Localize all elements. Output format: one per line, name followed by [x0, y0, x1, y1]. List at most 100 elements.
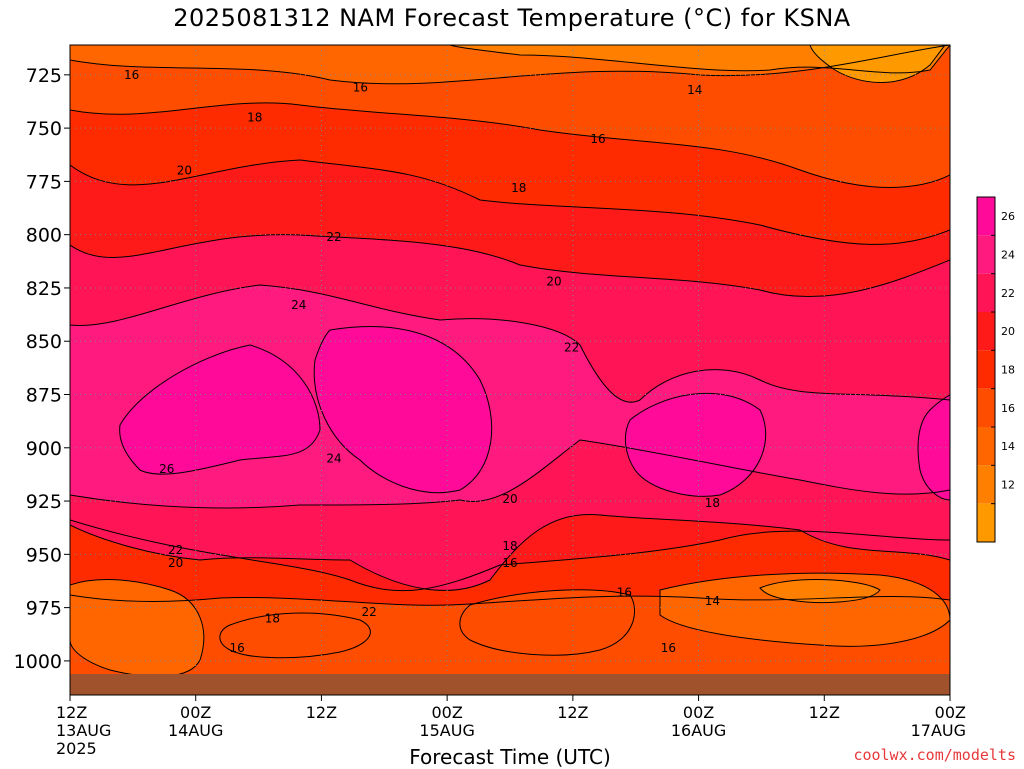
contour-label: 16 [590, 132, 605, 146]
x-tick-date: 15AUG [419, 721, 474, 740]
contour-label: 26 [159, 462, 174, 476]
colorbar-label: 14 [1001, 440, 1015, 453]
band-fill-lower-16-west [70, 579, 204, 677]
contour-upper-12 [809, 45, 946, 83]
y-tick-label: 950 [26, 544, 62, 566]
y-tick-label: 725 [26, 65, 62, 87]
y-tick-label: 800 [26, 225, 62, 247]
contour-label: 24 [291, 298, 306, 312]
contour-label: 20 [177, 164, 192, 178]
band-fill-upper-12 [810, 45, 945, 83]
contour-upper-14 [449, 45, 950, 74]
contour-upper-16 [70, 45, 950, 695]
contour-label: 22 [362, 605, 377, 619]
y-tick-label: 900 [26, 438, 62, 460]
x-tick-label: 00Z [935, 703, 966, 722]
colorbar-segment [977, 465, 995, 504]
contour-20 [70, 159, 950, 592]
y-tick-label: 775 [26, 171, 62, 193]
contour-label: 16 [617, 586, 632, 600]
x-tick-date: 14AUG [168, 721, 223, 740]
contour-lower-16-west [70, 579, 205, 677]
contour-lower-16-east [459, 589, 636, 656]
x-tick-label: 12Z [557, 703, 588, 722]
band-fill-26-west [119, 345, 320, 475]
band-fill-26-edge [918, 395, 950, 500]
contour-18 [70, 102, 950, 606]
band-fill-26-center [314, 326, 492, 493]
contour-label: 18 [265, 611, 280, 625]
contour-label: 16 [502, 556, 517, 570]
contour-label: 14 [687, 83, 702, 97]
contour-label: 18 [247, 110, 262, 124]
contour-label: 16 [230, 641, 245, 655]
colorbar-label: 24 [1001, 249, 1015, 262]
colorbar-label: 20 [1001, 325, 1015, 338]
contour-26-edge [917, 394, 950, 501]
source-credit: coolwx.com/modelts [853, 746, 1016, 764]
colorbar-segment [977, 312, 995, 351]
y-tick-label: 925 [26, 491, 62, 513]
colorbar-segment [977, 273, 995, 312]
contour-label: 22 [564, 341, 579, 355]
y-tick-label: 975 [26, 598, 62, 620]
contour-22 [70, 234, 950, 591]
y-axis: 725 750 775 800 825 850 875 900 925 950 975 1000 [14, 65, 70, 673]
contour-24 [70, 284, 950, 509]
band-fill-lower-14-east [760, 579, 880, 603]
colorbar-label: 12 [1001, 479, 1015, 492]
colorbar: 26 24 22 20 18 16 14 12 [976, 196, 1015, 543]
contour-lower-16-center [219, 612, 371, 659]
contour-26-west [119, 344, 321, 475]
contour-label: 20 [546, 275, 561, 289]
contour-label: 16 [124, 68, 139, 82]
contour-label: 24 [326, 451, 341, 465]
temperature-band-layer [70, 45, 950, 695]
plot-frame [69, 44, 951, 696]
x-tick-label: 12Z [306, 703, 337, 722]
contour-label: 22 [168, 543, 183, 557]
colorbar-frame [976, 196, 996, 543]
colorbar-label: 22 [1001, 287, 1015, 300]
contour-lines [70, 45, 950, 695]
band-fill-26-east [625, 393, 766, 497]
contour-lower-14-east [759, 579, 881, 604]
colorbar-segment [977, 350, 995, 389]
x-tick-label: 00Z [431, 703, 462, 722]
contour-label: 14 [705, 594, 720, 608]
contour-label: 22 [326, 230, 341, 244]
x-tick-year: 2025 [56, 739, 97, 758]
y-tick-label: 750 [26, 118, 62, 140]
y-tick-label: 825 [26, 278, 62, 300]
band-fill-lower-16-center [219, 613, 371, 658]
band-fill-lower-16-east [459, 589, 635, 656]
colorbar-segment [977, 197, 995, 236]
x-axis-label: Forecast Time (UTC) [409, 745, 611, 769]
contour-label: 20 [502, 492, 517, 506]
colorbar-segment [977, 503, 995, 542]
x-tick-label: 12Z [809, 703, 840, 722]
contour-label: 18 [705, 496, 720, 510]
y-tick-label: 850 [26, 331, 62, 353]
x-tick-label: 00Z [180, 703, 211, 722]
contour-label: 18 [502, 539, 517, 553]
colorbar-segment [977, 427, 995, 466]
contour-26-east [624, 392, 767, 497]
contour-label: 18 [511, 181, 526, 195]
y-tick-label: 875 [26, 385, 62, 407]
x-tick-date: 13AUG [56, 721, 111, 740]
y-tick-label: 1000 [14, 651, 62, 673]
colorbar-label: 18 [1001, 364, 1015, 377]
x-tick-label: 00Z [683, 703, 714, 722]
contour-label: 16 [353, 81, 368, 95]
x-tick-label: 12Z [56, 703, 87, 722]
contour-label: 16 [661, 641, 676, 655]
grid-lines [70, 45, 950, 695]
colorbar-label: 16 [1001, 402, 1015, 415]
contour-26-center [313, 326, 493, 494]
chart-title: 2025081312 NAM Forecast Temperature (°C)… [173, 4, 851, 32]
colorbar-label: 26 [1001, 210, 1015, 223]
